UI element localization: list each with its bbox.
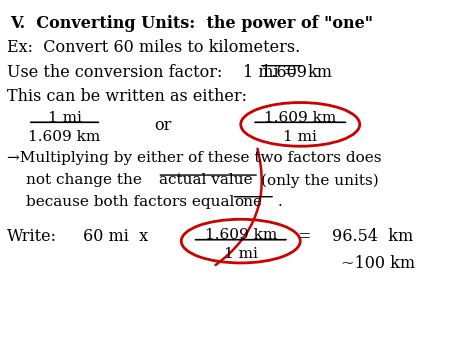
Text: 1.609: 1.609	[261, 64, 307, 81]
Text: =    96.54  km: = 96.54 km	[298, 228, 413, 245]
Text: ~100 km: ~100 km	[341, 255, 416, 272]
Text: actual value: actual value	[159, 173, 253, 187]
Text: Use the conversion factor:    1 mi =: Use the conversion factor: 1 mi =	[8, 64, 298, 81]
Text: not change the: not change the	[26, 173, 142, 187]
Text: 1.609 km: 1.609 km	[264, 111, 337, 125]
Text: km: km	[307, 64, 332, 81]
FancyArrowPatch shape	[216, 149, 262, 265]
Text: Ex:  Convert 60 miles to kilometers.: Ex: Convert 60 miles to kilometers.	[8, 39, 301, 56]
Text: Write:: Write:	[8, 228, 57, 245]
Text: 1.609 km: 1.609 km	[205, 228, 277, 242]
Text: 1 mi: 1 mi	[47, 111, 82, 125]
Text: 60 mi  x: 60 mi x	[83, 228, 148, 245]
Text: This can be written as either:: This can be written as either:	[8, 88, 247, 105]
Text: V.  Converting Units:  the power of "one": V. Converting Units: the power of "one"	[9, 15, 373, 32]
Text: .: .	[277, 195, 282, 209]
Text: 1 mi: 1 mi	[283, 130, 317, 144]
Text: 1 mi: 1 mi	[224, 247, 258, 261]
Text: 1.609 km: 1.609 km	[28, 130, 100, 144]
Text: →Multiplying by either of these two factors does: →Multiplying by either of these two fact…	[8, 151, 382, 165]
Text: because both factors equal: because both factors equal	[26, 195, 234, 209]
Text: one: one	[234, 195, 262, 209]
Text: or: or	[154, 118, 171, 135]
Text: (only the units): (only the units)	[261, 173, 379, 188]
